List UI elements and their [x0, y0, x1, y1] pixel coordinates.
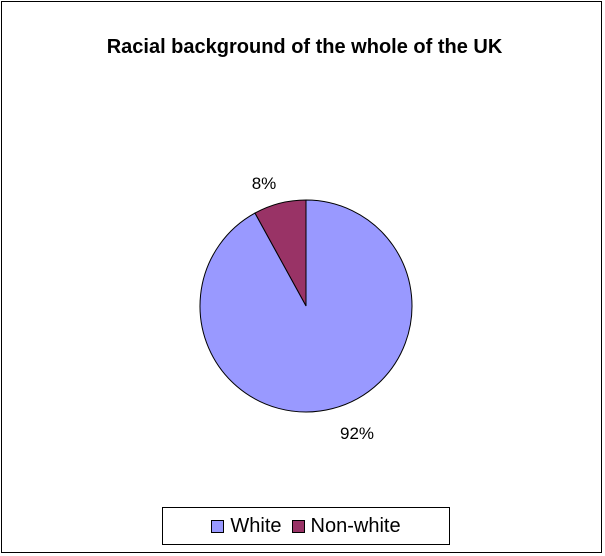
legend-entry-non-white: Non-white [291, 514, 401, 538]
legend-label-non-white: Non-white [310, 514, 401, 537]
data-label-non-white: 8% [252, 174, 277, 193]
legend: White Non-white [162, 507, 450, 545]
legend-entry-white: White [211, 514, 282, 538]
chart-title: Racial background of the whole of the UK [106, 36, 503, 58]
legend-swatch-white [211, 519, 225, 533]
data-label-white: 92% [340, 424, 374, 443]
pie-slice-white [199, 199, 413, 413]
legend-swatch-non-white [291, 519, 305, 533]
legend-label-white: White [230, 514, 282, 537]
